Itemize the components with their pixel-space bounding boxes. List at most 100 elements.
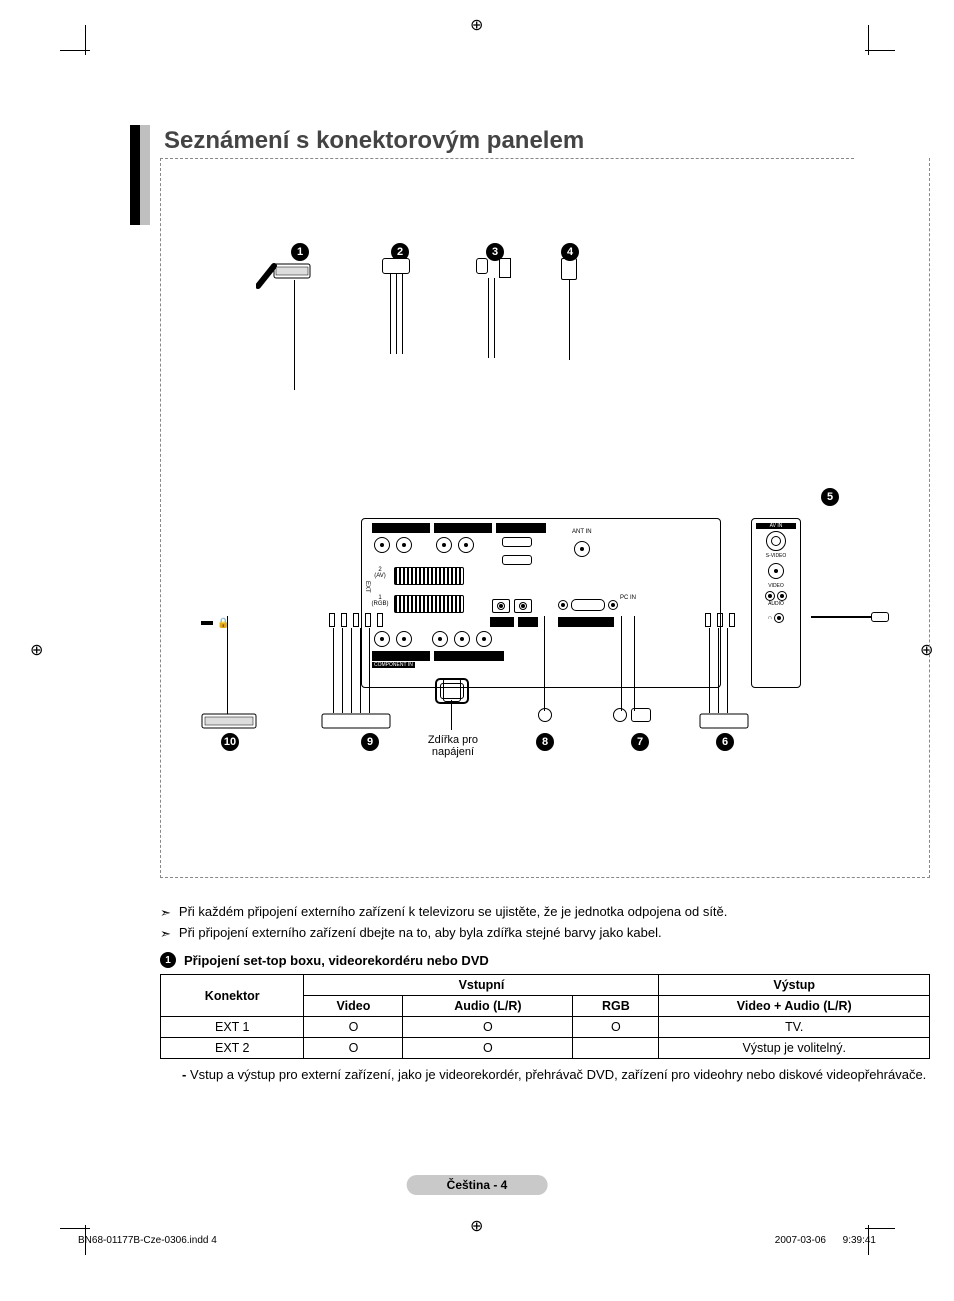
side-audio-label: AUDIO: [752, 601, 800, 607]
td-audio: O: [403, 1038, 573, 1059]
scart-plug-icon: [201, 713, 257, 734]
note-2: ➣ Při připojení externího zařízení dbejt…: [160, 925, 930, 942]
audio-out-l-port: [374, 537, 390, 553]
th-video: Video: [304, 996, 403, 1017]
section-1-heading: 1 Připojení set-top boxu, videorekordéru…: [160, 952, 930, 968]
table-footnote: - Vstup a výstup pro externí zařízení, j…: [182, 1067, 930, 1082]
label-component-in: [434, 651, 504, 661]
badge-6: 6: [716, 733, 734, 751]
badge-9: 9: [361, 733, 379, 751]
ext-label: EXT: [364, 581, 370, 593]
page-content: Seznámení s konektorovým panelem 1 2 3 4…: [70, 30, 884, 1270]
pc-cables: [621, 616, 635, 711]
td-name: EXT 2: [161, 1038, 304, 1059]
td-video: O: [304, 1038, 403, 1059]
page-number-pill: Čeština - 4: [407, 1175, 548, 1195]
comp-audio-r: [396, 631, 412, 647]
power-plug-icon: [443, 678, 461, 702]
ant-in-label: ANT IN: [572, 529, 592, 535]
av-cables-icon: [709, 628, 728, 713]
table-row: EXT 2 O O Výstup je volitelný.: [161, 1038, 930, 1059]
label-comp-audio: [372, 651, 430, 661]
td-audio: O: [403, 1017, 573, 1038]
table-footnote-text: Vstup a výstup pro externí zařízení, jak…: [190, 1067, 926, 1082]
note-2-text: Při připojení externího zařízení dbejte …: [179, 925, 662, 940]
av-jacks: [705, 613, 735, 627]
component-in-text: COMPONENT IN: [372, 662, 415, 668]
cable-line: [227, 616, 228, 714]
av-plug-icon: [699, 713, 749, 734]
scart-ext1-port: [394, 595, 464, 613]
print-footer-timestamp: 2007-03-06 9:39:41: [775, 1235, 876, 1246]
power-cable-line: [451, 700, 452, 730]
comp-pb: [432, 631, 448, 647]
label-service: [490, 617, 514, 627]
scart-ext2-port: [394, 567, 464, 585]
dvi-audio-l-port: [436, 537, 452, 553]
ext2-label: 2(AV): [370, 567, 390, 579]
table-header-row: Konektor Vstupní Výstup: [161, 975, 930, 996]
page-title-block: Seznámení s konektorovým panelem: [130, 125, 584, 155]
registration-mark-icon: ⊕: [30, 640, 43, 660]
page-title: Seznámení s konektorovým panelem: [164, 125, 584, 155]
audio-out-r-port: [396, 537, 412, 553]
component-plug-icon: [321, 713, 391, 734]
svideo-label: S-VIDEO: [752, 553, 800, 559]
badge-8: 8: [536, 733, 554, 751]
kensington-lock-icon: 🔒: [201, 618, 229, 629]
pc-in-label: PC IN: [620, 595, 636, 601]
headphone-label: ∩: [768, 615, 772, 621]
side-audio-l: [765, 591, 775, 601]
th-out: Video + Audio (L/R): [659, 996, 930, 1017]
power-label: Zdířka pro napájení: [423, 734, 483, 758]
video-label: VIDEO: [752, 583, 800, 589]
badge-5: 5: [821, 488, 839, 506]
pc-audio-port: [514, 599, 532, 613]
th-rgb: RGB: [573, 996, 659, 1017]
td-rgb: [573, 1038, 659, 1059]
label-dvi-in: [434, 523, 492, 533]
connector-diagram: 1 2 3 4 5 6 7 8 9 10: [160, 158, 930, 878]
hdmi1-port: [502, 537, 532, 547]
pc-plugs-icon: [613, 708, 651, 722]
vga-screw-r: [608, 600, 618, 610]
av-in-label: AV IN: [756, 523, 796, 529]
label-audio: [518, 617, 538, 627]
note-1: ➣ Při každém připojení externího zařízen…: [160, 904, 930, 921]
component-cables-icon: [333, 628, 370, 713]
connector-table: Konektor Vstupní Výstup Video Audio (L/R…: [160, 974, 930, 1059]
section-1-heading-text: Připojení set-top boxu, videorekordéru n…: [184, 953, 489, 968]
headphone-port: [774, 613, 784, 623]
rca-dvi-cable-icon: [471, 258, 511, 368]
td-rgb: O: [573, 1017, 659, 1038]
td-out: TV.: [659, 1017, 930, 1038]
print-footer-filename: BN68-01177B-Cze-0306.indd 4: [78, 1235, 217, 1246]
th-output: Výstup: [659, 975, 930, 996]
scart-cable-icon: [256, 258, 296, 368]
comp-audio-l: [374, 631, 390, 647]
hdmi-cable-icon: [549, 258, 589, 368]
vga-port: [571, 599, 605, 611]
rear-panel: ANT IN 2(AV) EXT 1(RGB) PC IN: [361, 518, 721, 688]
arrow-icon: ➣: [160, 926, 171, 942]
notes-section: ➣ Při každém připojení externího zařízen…: [160, 900, 930, 1082]
arrow-icon: ➣: [160, 905, 171, 921]
badge-10: 10: [221, 733, 239, 751]
rca-triple-cable-icon: [376, 258, 416, 368]
component-jacks: [329, 613, 383, 627]
th-audio: Audio (L/R): [403, 996, 573, 1017]
th-input: Vstupní: [304, 975, 659, 996]
video-port: [768, 563, 784, 579]
dvi-audio-r-port: [458, 537, 474, 553]
service-plug-icon: [538, 708, 552, 722]
table-row: EXT 1 O O O TV.: [161, 1017, 930, 1038]
service-port: [492, 599, 510, 613]
side-audio-r: [777, 591, 787, 601]
note-1-text: Při každém připojení externího zařízení …: [179, 904, 727, 919]
label-audio-out: [372, 523, 430, 533]
label-pc: [558, 617, 614, 627]
power-label-l2: napájení: [432, 746, 474, 758]
power-label-l1: Zdířka pro: [428, 734, 478, 746]
badge-7: 7: [631, 733, 649, 751]
ant-in-port: [574, 541, 590, 557]
